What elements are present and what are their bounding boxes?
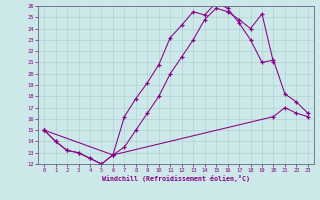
- X-axis label: Windchill (Refroidissement éolien,°C): Windchill (Refroidissement éolien,°C): [102, 175, 250, 182]
